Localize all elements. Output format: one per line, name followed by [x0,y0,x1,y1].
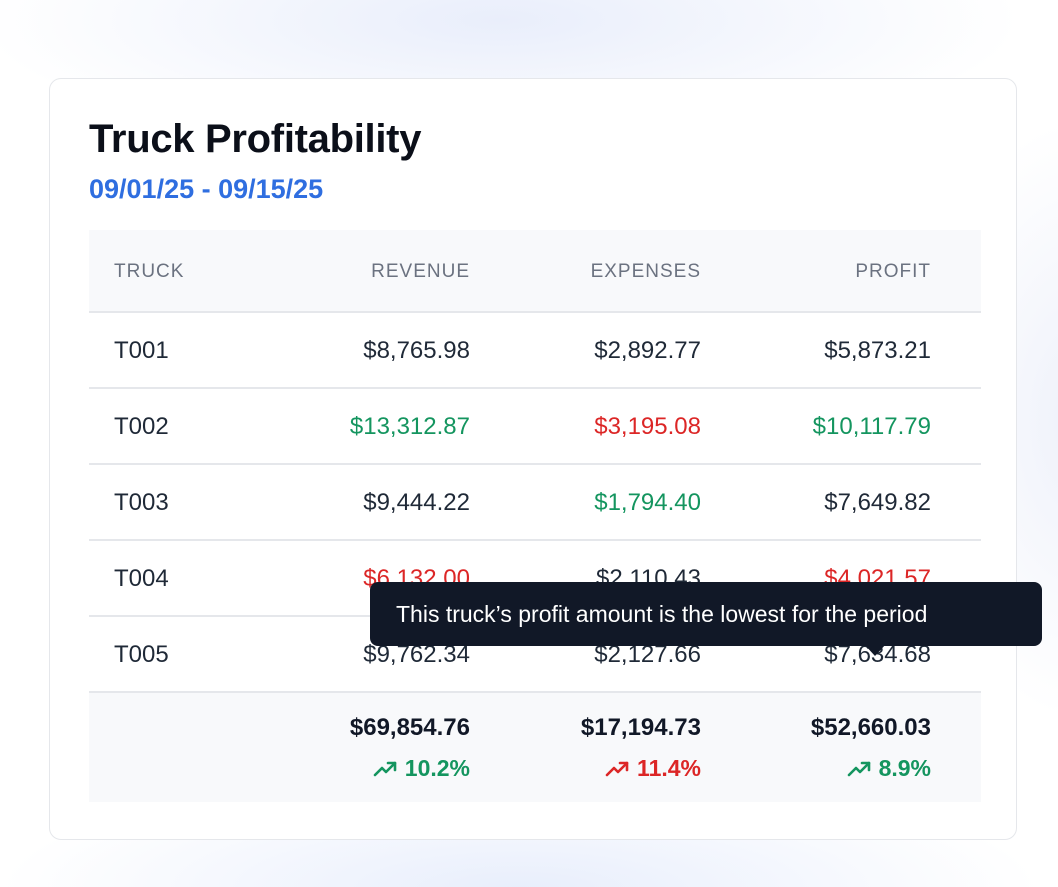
truck-id: T002 [114,413,169,440]
card-title: Truck Profitability [89,117,422,161]
revenue-cell: $13,312.87 [349,413,470,440]
total-revenue: $69,854.76 [349,714,470,741]
total-expenses: $17,194.73 [580,714,701,741]
profit-cell: $7,649.82 [824,489,931,516]
revenue-cell: $9,444.22 [363,489,470,516]
truck-id: T004 [114,565,169,592]
lowest-profit-tooltip: This truck’s profit amount is the lowest… [370,582,1042,656]
profit-cell: $10,117.79 [812,413,931,440]
revenue-change: 10.2% [373,755,470,782]
expenses-cell: $3,195.08 [594,413,701,440]
trending-up-icon [605,761,629,776]
expenses-change: 11.4% [605,755,701,782]
column-header-expenses[interactable]: EXPENSES [590,261,701,282]
table-row[interactable]: T003 $9,444.22 $1,794.40 $7,649.82 [89,465,981,541]
profit-change: 8.9% [847,755,931,782]
revenue-change-value: 10.2% [404,755,470,781]
trending-up-icon [847,761,870,776]
truck-profitability-card: Truck Profitability 09/01/25 - 09/15/25 … [49,78,1017,840]
tooltip-text: This truck’s profit amount is the lowest… [396,600,928,627]
truck-id: T001 [114,337,169,364]
truck-id: T005 [114,641,169,668]
expenses-cell: $1,794.40 [594,489,701,516]
table-header: TRUCK REVENUE EXPENSES PROFIT [89,230,981,313]
truck-id: T003 [114,489,169,516]
revenue-cell: $8,765.98 [363,337,470,364]
column-header-revenue[interactable]: REVENUE [371,261,470,282]
trending-up-icon [373,761,397,776]
table-row[interactable]: T002 $13,312.87 $3,195.08 $10,117.79 [89,389,981,465]
date-range: 09/01/25 - 09/15/25 [89,174,324,204]
table-totals-row: $69,854.76 $17,194.73 $52,660.03 10.2% 1… [89,693,981,802]
profit-cell: $5,873.21 [824,337,931,364]
expenses-change-value: 11.4% [637,755,701,781]
profitability-table: TRUCK REVENUE EXPENSES PROFIT T001 $8,76… [89,230,981,802]
column-header-profit[interactable]: PROFIT [855,261,931,282]
profit-change-value: 8.9% [878,755,931,781]
tooltip-arrow [864,644,886,656]
table-row[interactable]: T001 $8,765.98 $2,892.77 $5,873.21 [89,313,981,389]
expenses-cell: $2,892.77 [594,337,701,364]
total-profit: $52,660.03 [810,714,931,741]
column-header-truck[interactable]: TRUCK [114,261,185,282]
